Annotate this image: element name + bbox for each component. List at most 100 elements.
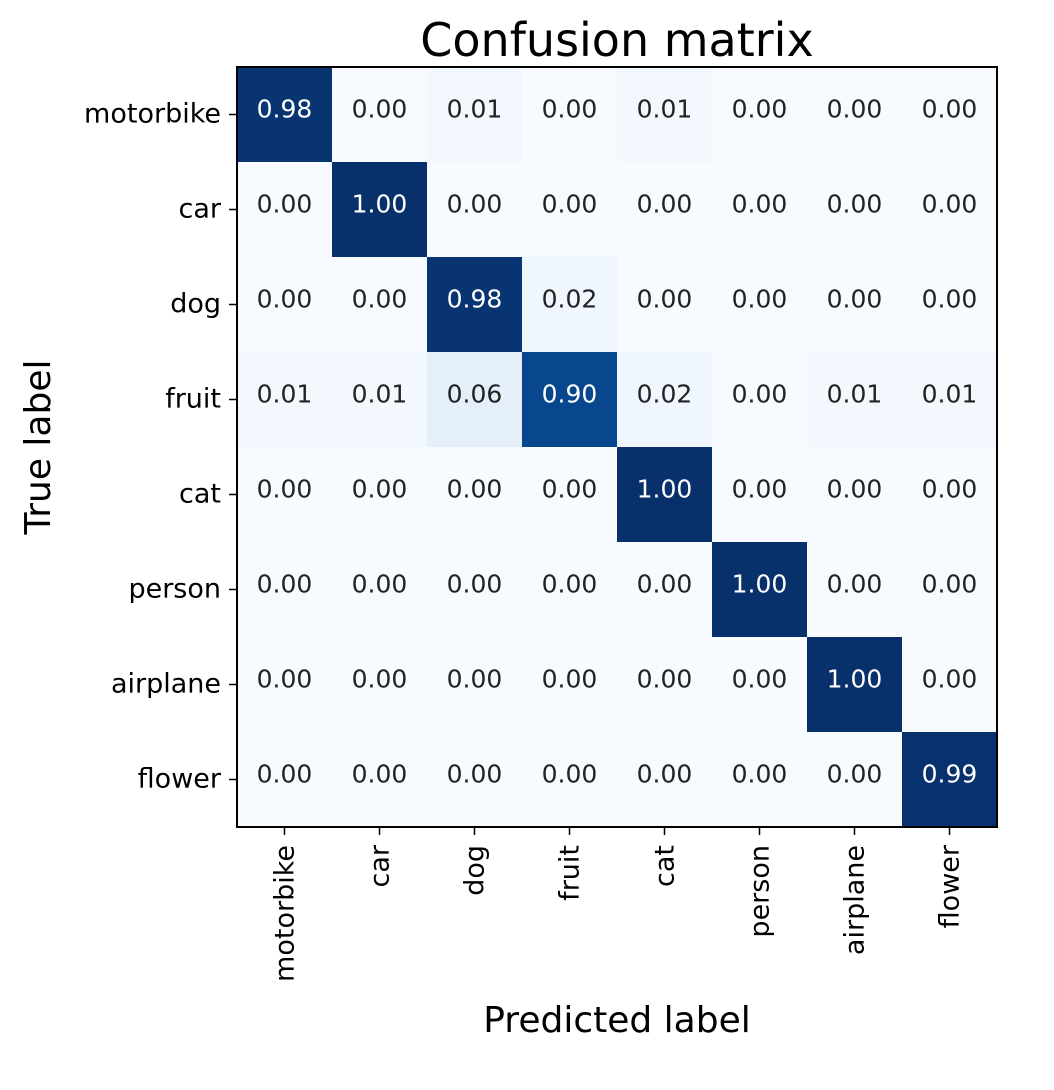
x-tick-label: car [365,844,396,887]
heatmap-cell [332,352,428,448]
heatmap-cell-label: 0.00 [352,760,408,789]
heatmap-cell-label: 0.01 [447,95,503,124]
heatmap-cell-label: 0.00 [732,475,788,504]
heatmap-cell-label: 0.00 [542,190,598,219]
heatmap-cell-label: 0.00 [447,665,503,694]
heatmap-cell [522,542,618,638]
y-axis-ticks: motorbike car dog fruit cat person airplane flo… [84,99,237,795]
heatmap-cell [427,162,523,258]
heatmap-cell-label: 0.00 [542,760,598,789]
heatmap-cell [807,67,903,163]
heatmap-cell-label: 0.00 [827,570,883,599]
heatmap-cell-label: 0.00 [257,665,313,694]
heatmap-cell-label: 0.01 [827,380,883,409]
heatmap-cell-label: 0.00 [732,95,788,124]
heatmap-cell [712,542,808,638]
heatmap-cell-label: 0.00 [257,475,313,504]
heatmap-cell [807,542,903,638]
heatmap-cell [617,352,713,448]
heatmap-cell-label: 0.00 [352,95,408,124]
heatmap-cell-label: 0.00 [827,285,883,314]
heatmap-cell-label: 0.00 [922,285,978,314]
heatmap-cell-label: 1.00 [732,570,788,599]
heatmap-cell-label: 0.00 [352,285,408,314]
heatmap-cell-label: 0.00 [542,95,598,124]
heatmap-cell [522,257,618,353]
heatmap-cell [617,732,713,828]
heatmap-cell [522,162,618,258]
x-tick-label: motorbike [270,845,301,982]
heatmap-cell [332,67,428,163]
heatmap-cell [902,447,998,543]
plot-frame [236,66,998,828]
heatmap-cell [617,67,713,163]
heatmap-cell [427,257,523,353]
y-tick-label: airplane [111,669,221,700]
heatmap-cell [332,542,428,638]
heatmap-cell [902,732,998,828]
heatmap-cell [902,352,998,448]
heatmap-cell [902,637,998,733]
heatmap-cell-label: 0.01 [637,95,693,124]
x-tick-label: dog [460,845,491,896]
heatmap-cell-label: 0.00 [732,665,788,694]
heatmap-cell-label: 0.99 [922,760,978,789]
heatmap-cell-label: 1.00 [827,665,883,694]
heatmap-cell-label: 0.06 [447,380,503,409]
x-axis-ticks: motorbike car dog fruit cat person airplane flo… [270,827,966,982]
heatmap-cell-label: 0.00 [637,760,693,789]
x-axis-label: Predicted label [483,1000,751,1041]
heatmap-cell [807,257,903,353]
heatmap-cell [617,162,713,258]
x-tick-label: person [745,845,776,938]
heatmap-cell [522,352,618,448]
heatmap-cell-label: 0.00 [447,570,503,599]
heatmap-cell-label: 0.00 [257,285,313,314]
heatmap-cell-label: 0.00 [827,190,883,219]
heatmap-cell [237,732,333,828]
heatmap-cell [332,162,428,258]
heatmap-cell [902,67,998,163]
y-tick-label: person [128,574,221,605]
y-tick-label: fruit [165,384,221,415]
heatmap-cell [617,447,713,543]
heatmap-cell-label: 0.00 [922,475,978,504]
heatmap-cell-label: 0.00 [352,475,408,504]
x-tick-label: cat [650,845,681,887]
heatmap-cell-label: 0.00 [352,570,408,599]
heatmap-cell [712,732,808,828]
heatmap-cell-label: 1.00 [352,190,408,219]
heatmap-cell-label: 0.00 [542,570,598,599]
heatmap-cell-label: 1.00 [637,475,693,504]
heatmap-cell [902,257,998,353]
heatmap-cell-label: 0.00 [637,285,693,314]
heatmap-cell-label: 0.00 [922,190,978,219]
heatmap-cell [237,67,333,163]
heatmap-cell-label: 0.00 [637,190,693,219]
heatmap-cell-label: 0.00 [922,95,978,124]
heatmap-cell [712,352,808,448]
x-tick-label: airplane [840,845,871,955]
y-tick-label: motorbike [84,99,221,130]
heatmap-cell-label: 0.02 [542,285,598,314]
heatmap-cell [902,542,998,638]
heatmap-cell [237,637,333,733]
x-tick-label: flower [935,844,966,928]
heatmap-cell [332,732,428,828]
heatmap-cell-label: 0.00 [447,475,503,504]
y-tick-label: dog [170,289,221,320]
heatmap-cell-label: 0.00 [542,475,598,504]
heatmap-cell [522,637,618,733]
heatmap-cell-label: 0.00 [447,190,503,219]
x-tick-label: fruit [555,845,586,901]
heatmap-cell-label: 0.00 [542,665,598,694]
heatmap-cell-label: 0.00 [732,285,788,314]
y-tick-label: cat [179,479,221,510]
heatmap-cell [237,257,333,353]
heatmap-cell [427,67,523,163]
heatmap-cell [427,732,523,828]
heatmap-cell-label: 0.90 [542,380,598,409]
heatmap-cell-label: 0.02 [637,380,693,409]
heatmap-cell [807,352,903,448]
heatmap-cell [712,67,808,163]
